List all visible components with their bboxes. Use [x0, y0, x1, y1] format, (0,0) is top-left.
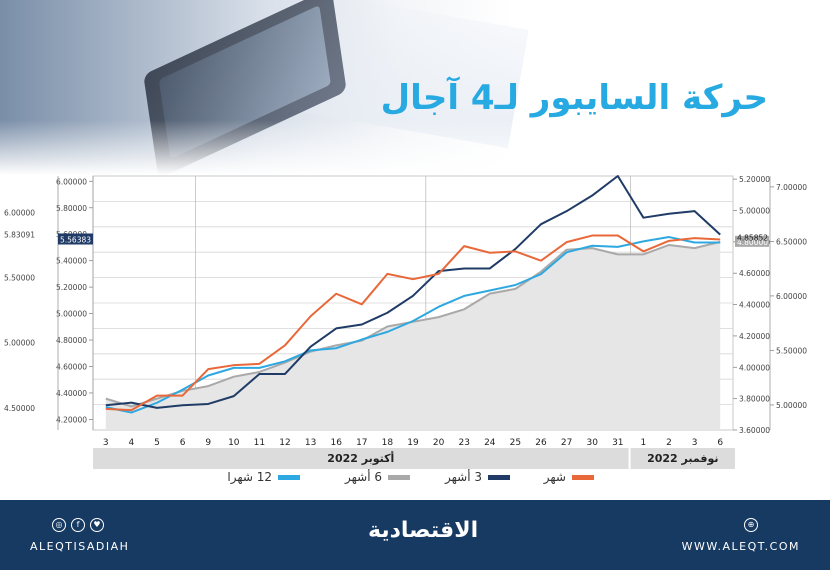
- social-links: ◎ f ♥: [52, 518, 104, 532]
- x-tick-label: 16: [330, 438, 342, 448]
- month-band: [630, 448, 735, 469]
- x-tick-label: 19: [407, 438, 419, 448]
- legend-swatch-12m: [278, 474, 300, 480]
- saibor-line-chart: 4.20000 4.40000 4.60000 4.80000 5.00000 5.200…: [4, 175, 807, 469]
- x-tick-label: 5: [154, 438, 160, 448]
- x-tick-label: 24: [484, 438, 496, 448]
- tick-label-y1: 6.00000: [56, 177, 87, 186]
- x-tick-label: 30: [586, 438, 598, 448]
- tick-label-y3: 5.20000: [739, 175, 770, 184]
- legend-swatch-month: [572, 474, 594, 480]
- series-line-month: [105, 234, 721, 412]
- instagram-icon[interactable]: ◎: [52, 518, 66, 532]
- x-tick-label: 18: [382, 438, 394, 448]
- x-tick-label: 1: [641, 438, 647, 448]
- x-tick-label: 10: [228, 438, 240, 448]
- tick-label-y3: 3.60000: [739, 426, 770, 435]
- x-tick-label: 26: [535, 438, 547, 448]
- tick-label-y4: 5.50000: [776, 346, 807, 355]
- tick-label-y3: 4.20000: [739, 332, 770, 341]
- chart-legend: شهر 3 أشهر 6 أشهر 12 شهرا: [0, 470, 830, 492]
- x-tick-label: 2: [666, 438, 672, 448]
- tick-label-y1: 5.20000: [56, 283, 87, 292]
- end-label-12m: 4.85852: [737, 233, 768, 242]
- legend-swatch-3m: [488, 474, 510, 480]
- tick-label-y4: 6.00000: [776, 292, 807, 301]
- legend-item-12m: 12 شهرا: [227, 470, 300, 484]
- x-tick-label: 13: [305, 438, 316, 448]
- twitter-icon[interactable]: ♥: [90, 518, 104, 532]
- tick-label-y1: 5.00000: [56, 310, 87, 319]
- tick-label-y4: 6.50000: [776, 237, 807, 246]
- tick-label-y3: 5.00000: [739, 206, 770, 215]
- tick-label-y3: 4.40000: [739, 301, 770, 310]
- legend-label-6m: 6 أشهر: [345, 470, 382, 484]
- x-tick-label: 20: [433, 438, 445, 448]
- end-label-6m-box: [735, 235, 769, 247]
- website-link[interactable]: WWW.ALEQT.COM: [681, 540, 800, 553]
- legend-item-month: شهر: [544, 470, 594, 484]
- tick-label-y3: 4.60000: [739, 269, 770, 278]
- month-band: [93, 448, 629, 469]
- end-label-6m: 4.80000: [737, 238, 768, 247]
- legend-item-6m: 6 أشهر: [345, 470, 410, 484]
- x-tick-label: 6: [180, 438, 186, 448]
- x-tick-label: 6: [717, 438, 723, 448]
- x-tick-label: 9: [205, 438, 211, 448]
- end-label-3m: 5.83091: [4, 231, 35, 240]
- tick-label-y2: 6.00000: [4, 208, 35, 217]
- series-6m-area: [105, 241, 721, 430]
- globe-icon: ⊕: [744, 518, 758, 532]
- x-tick-label: 23: [458, 438, 469, 448]
- tick-label-y1: 5.40000: [56, 257, 87, 266]
- x-tick-label: 25: [510, 438, 521, 448]
- series-line-m12: [105, 236, 721, 414]
- tick-label-y1: 4.40000: [56, 389, 87, 398]
- facebook-icon[interactable]: f: [71, 518, 85, 532]
- legend-item-3m: 3 أشهر: [445, 470, 510, 484]
- x-tick-label: 27: [561, 438, 572, 448]
- tick-label-y2: 5.50000: [4, 274, 35, 283]
- tick-label-y3: 4.00000: [739, 363, 770, 372]
- x-tick-label: 12: [279, 438, 290, 448]
- header-photo: [0, 0, 830, 175]
- tick-label-y1: 4.60000: [56, 363, 87, 372]
- end-label-month-box: [58, 233, 93, 245]
- tick-label-y1: 4.80000: [56, 336, 87, 345]
- x-tick-label: 17: [356, 438, 367, 448]
- legend-label-12m: 12 شهرا: [227, 470, 272, 484]
- brand-logo: الاقتصادية: [368, 518, 479, 543]
- x-tick-label: 3: [103, 438, 109, 448]
- tick-label-y1: 4.20000: [56, 415, 87, 424]
- x-tick-label: 11: [254, 438, 265, 448]
- end-label-month: 5.56383: [60, 236, 91, 245]
- series-line-m3: [105, 175, 721, 409]
- x-tick-label: 3: [692, 438, 698, 448]
- social-handle[interactable]: ALEQTISADIAH: [30, 540, 130, 553]
- tick-label-y4: 5.00000: [776, 401, 807, 410]
- legend-label-month: شهر: [543, 470, 566, 484]
- x-tick-label: 31: [612, 438, 623, 448]
- month-label: نوفمبر 2022: [647, 452, 718, 465]
- tick-label-y2: 5.00000: [4, 339, 35, 348]
- legend-swatch-6m: [388, 474, 410, 480]
- month-label: أكتوبر 2022: [327, 451, 394, 465]
- chart-title: حركة السايبور لـ4 آجال: [380, 78, 768, 118]
- tick-label-y2: 4.50000: [4, 404, 35, 413]
- x-tick-label: 4: [129, 438, 135, 448]
- footer-bar: ◎ f ♥ ALEQTISADIAH الاقتصادية ⊕ WWW.ALEQ…: [0, 500, 830, 570]
- tick-label-y3: 3.80000: [739, 395, 770, 404]
- tick-label-y1: 5.80000: [56, 204, 87, 213]
- legend-label-3m: 3 أشهر: [445, 470, 482, 484]
- tick-label-y4: 7.00000: [776, 183, 807, 192]
